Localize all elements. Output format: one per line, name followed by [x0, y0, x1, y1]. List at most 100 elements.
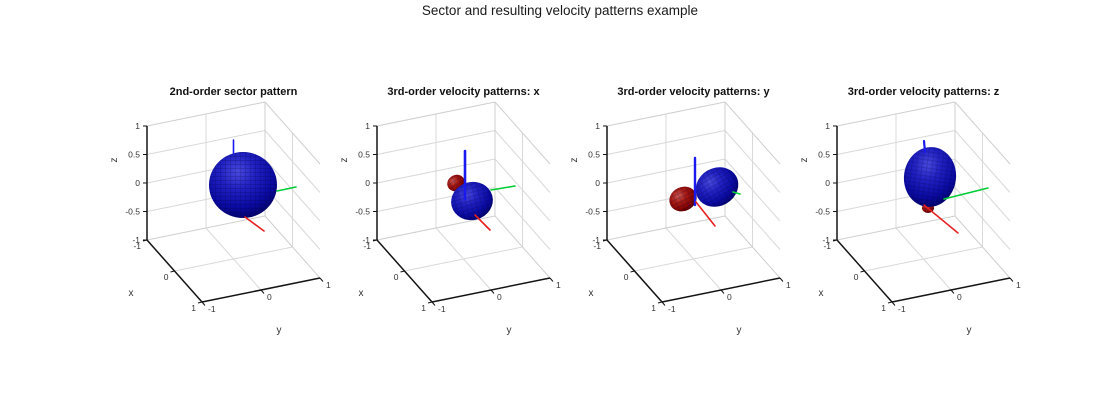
positive-lobe-mesh — [451, 181, 493, 221]
z-tick-label: 0 — [595, 178, 600, 188]
x-tick-label: 0 — [394, 272, 399, 282]
z-tick-label: 1 — [135, 121, 140, 131]
y-tick-label: 1 — [786, 280, 791, 290]
x-tick-mark — [142, 239, 148, 242]
y-tick-mark — [431, 301, 436, 306]
z-tick-label: 0 — [825, 178, 830, 188]
z-axis-label: z — [569, 158, 580, 163]
z-tick-label: 1 — [595, 121, 600, 131]
x-unit-vector — [474, 214, 491, 231]
x-tick-label: 1 — [191, 303, 196, 313]
z-tick-label: -1 — [362, 235, 370, 245]
y-unit-vector — [490, 185, 516, 191]
y-tick-label: -1 — [208, 304, 216, 314]
x-axis-label: x — [819, 288, 824, 299]
y-tick-label: -1 — [668, 304, 676, 314]
y-tick-mark — [891, 301, 896, 306]
y-tick-label: -1 — [898, 304, 906, 314]
x-tick-mark — [400, 270, 405, 273]
y-axis-label: y — [277, 325, 282, 336]
x-tick-mark — [197, 301, 203, 304]
z-tick-label: 0.5 — [588, 150, 600, 160]
y-unit-vector — [276, 186, 297, 192]
y-unit-vector — [732, 191, 741, 195]
y-tick-mark — [779, 277, 784, 282]
axis-lines — [606, 126, 781, 303]
z-tick-label: -1 — [822, 235, 830, 245]
x-unit-vector — [695, 201, 716, 227]
z-tick-label: 0.5 — [818, 150, 830, 160]
x-tick-label: -1 — [133, 241, 141, 251]
z-tick-label: 0.5 — [128, 150, 140, 160]
x-tick-mark — [657, 301, 663, 304]
z-tick-label: -0.5 — [355, 207, 370, 217]
x-tick-mark — [427, 301, 433, 304]
y-tick-label: 1 — [1016, 280, 1021, 290]
figure-title: Sector and resulting velocity patterns e… — [421, 3, 699, 18]
y-axis-label: y — [507, 325, 512, 336]
y-tick-mark — [319, 277, 324, 282]
tick-marks-and-labels: 10.50-0.5-1-101 -101 — [125, 121, 331, 314]
z-tick-label: 0.5 — [358, 150, 370, 160]
x-tick-label: -1 — [823, 241, 831, 251]
positive-lobe-mesh — [695, 167, 739, 207]
x-tick-label: -1 — [593, 241, 601, 251]
x-axis-label: x — [359, 288, 364, 299]
z-tick-label: -0.5 — [815, 207, 830, 217]
y-tick-label: 1 — [326, 280, 331, 290]
box-edges — [376, 101, 551, 279]
y-tick-mark — [260, 289, 265, 294]
x-tick-label: 1 — [881, 303, 886, 313]
y-tick-label: 0 — [727, 292, 732, 302]
subplot-title: 3rd-order velocity patterns: x — [387, 86, 540, 98]
z-axis-label: z — [799, 158, 810, 163]
z-tick-label: -1 — [132, 235, 140, 245]
box-edges — [836, 101, 1011, 279]
y-tick-label: 0 — [957, 292, 962, 302]
z-tick-label: -0.5 — [585, 207, 600, 217]
negative-lobe-mesh — [669, 186, 697, 212]
y-tick-mark — [490, 289, 495, 294]
z-tick-label: 0 — [135, 178, 140, 188]
z-axis-label: z — [339, 158, 350, 163]
box-edges — [606, 101, 781, 279]
z-tick-label: -1 — [592, 235, 600, 245]
tick-marks-and-labels: 10.50-0.5-1-101 -101 — [355, 121, 561, 314]
y-tick-label: 1 — [556, 280, 561, 290]
x-unit-vector — [244, 216, 265, 232]
y-tick-mark — [201, 301, 206, 306]
y-axis-label: y — [737, 325, 742, 336]
subplot-title: 2nd-order sector pattern — [170, 86, 298, 98]
y-tick-mark — [950, 289, 955, 294]
x-axis-label: x — [589, 288, 594, 299]
subplot-title: 3rd-order velocity patterns: z — [848, 86, 1000, 98]
positive-lobe-mesh — [209, 152, 277, 218]
x-tick-label: 1 — [651, 303, 656, 313]
z-unit-vector — [922, 139, 927, 154]
x-tick-mark — [887, 301, 893, 304]
x-tick-mark — [170, 270, 175, 273]
z-tick-label: -0.5 — [125, 207, 140, 217]
y-unit-vector — [943, 187, 989, 200]
x-tick-mark — [630, 270, 635, 273]
x-unit-vector — [923, 204, 959, 234]
z-tick-label: 0 — [365, 178, 370, 188]
grid-lines — [606, 114, 781, 291]
y-tick-mark — [720, 289, 725, 294]
y-tick-label: 0 — [497, 292, 502, 302]
z-axis-label: z — [109, 158, 120, 163]
x-tick-mark — [372, 239, 378, 242]
y-tick-mark — [549, 277, 554, 282]
x-tick-mark — [860, 270, 865, 273]
x-tick-label: 1 — [421, 303, 426, 313]
y-tick-label: 0 — [267, 292, 272, 302]
x-axis-label: x — [129, 288, 134, 299]
positive-lobe-mesh — [903, 147, 957, 207]
tick-marks-and-labels: 10.50-0.5-1-101 -101 — [585, 121, 791, 314]
